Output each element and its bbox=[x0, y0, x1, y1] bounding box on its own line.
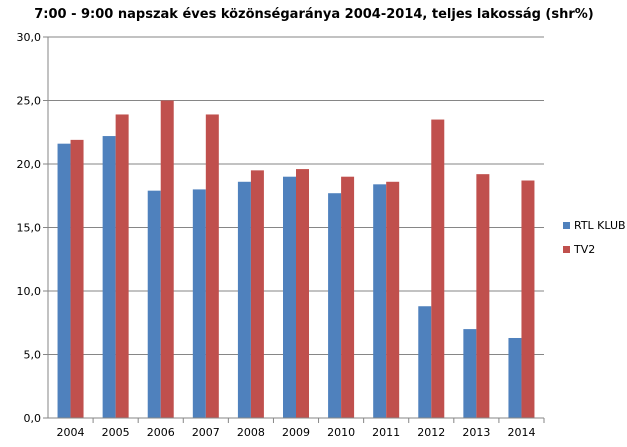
bar-rtl-klub-2011 bbox=[373, 184, 387, 418]
x-tick-label: 2009 bbox=[282, 426, 310, 439]
x-axis-ticks: 2004 2005 2006 2007 2008 2009 2010 2011 2012 2013… bbox=[57, 426, 536, 439]
x-tick-label: 2007 bbox=[192, 426, 220, 439]
legend-swatch bbox=[563, 246, 570, 253]
bar-rtl-klub-2006 bbox=[147, 190, 161, 418]
bar-rtl-klub-2007 bbox=[192, 189, 206, 418]
x-tick-label: 2008 bbox=[237, 426, 265, 439]
y-axis-ticks: 0,0 5,0 10,0 15,0 20,0 25,0 30,0 bbox=[17, 31, 42, 425]
bar-tv2-2012 bbox=[431, 119, 445, 419]
bar-tv2-2011 bbox=[386, 181, 400, 418]
bar-rtl-klub-2008 bbox=[237, 181, 251, 418]
y-tick-label: 15,0 bbox=[17, 222, 42, 235]
y-tick-label: 30,0 bbox=[17, 31, 42, 44]
x-tick-label: 2004 bbox=[57, 426, 85, 439]
bar-rtl-klub-2004 bbox=[57, 143, 71, 418]
bar-tv2-2009 bbox=[296, 169, 309, 418]
y-tick-label: 0,0 bbox=[24, 412, 42, 425]
bar-tv2-2004 bbox=[70, 139, 84, 418]
x-tick-label: 2010 bbox=[327, 426, 355, 439]
y-tick-label: 25,0 bbox=[17, 95, 42, 108]
x-tick-label: 2013 bbox=[462, 426, 490, 439]
bars bbox=[57, 100, 535, 419]
y-tick-label: 10,0 bbox=[17, 285, 42, 298]
bar-rtl-klub-2010 bbox=[328, 193, 342, 418]
y-tick-label: 20,0 bbox=[17, 158, 42, 171]
bar-tv2-2014 bbox=[521, 180, 535, 418]
bar-rtl-klub-2005 bbox=[102, 136, 116, 418]
bar-tv2-2013 bbox=[476, 174, 490, 418]
chart-title: 7:00 - 9:00 napszak éves közönségaránya … bbox=[34, 7, 594, 22]
bar-rtl-klub-2014 bbox=[508, 337, 522, 418]
y-tick-label: 5,0 bbox=[24, 349, 42, 362]
bar-tv2-2008 bbox=[250, 170, 264, 418]
bar-rtl-klub-2009 bbox=[283, 176, 296, 418]
bar-tv2-2005 bbox=[115, 114, 129, 418]
axes bbox=[43, 36, 545, 423]
x-tick-label: 2005 bbox=[102, 426, 130, 439]
x-tick-label: 2012 bbox=[417, 426, 445, 439]
bar-rtl-klub-2013 bbox=[463, 329, 477, 418]
bar-tv2-2007 bbox=[205, 114, 219, 418]
legend-label: TV2 bbox=[573, 243, 595, 256]
bar-tv2-2006 bbox=[160, 100, 174, 418]
bar-rtl-klub-2012 bbox=[418, 306, 432, 418]
x-tick-label: 2011 bbox=[372, 426, 400, 439]
bar-tv2-2010 bbox=[341, 176, 355, 418]
legend-label: RTL KLUB bbox=[574, 219, 626, 232]
legend: RTL KLUB TV2 bbox=[563, 219, 626, 256]
x-tick-label: 2014 bbox=[507, 426, 535, 439]
legend-swatch bbox=[563, 222, 570, 229]
x-tick-label: 2006 bbox=[147, 426, 175, 439]
